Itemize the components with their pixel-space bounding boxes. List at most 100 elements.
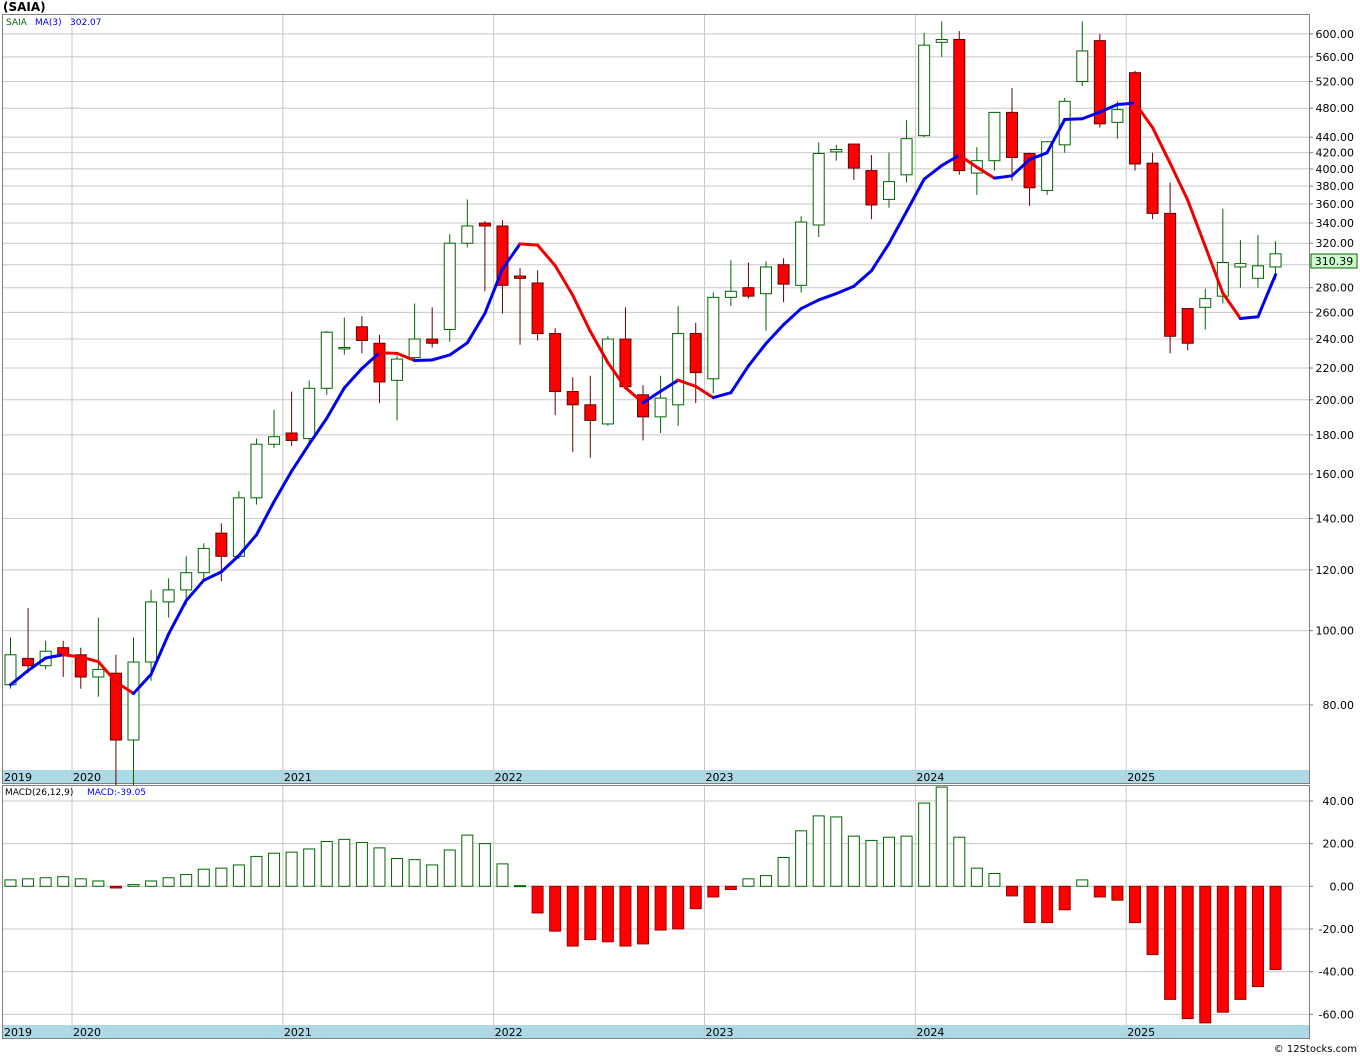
macd-legend-value: MACD:-39.05 (87, 788, 146, 798)
ma-segment (1256, 273, 1278, 319)
macd-bar (514, 885, 527, 888)
candle (408, 303, 421, 363)
ma-segment (1045, 117, 1067, 155)
macd-bar (1111, 885, 1124, 901)
ma-segment (448, 341, 469, 357)
candle (268, 409, 281, 449)
macd-bar (795, 830, 808, 887)
price-tick-label: 420.00 (1316, 147, 1355, 160)
candle (566, 377, 579, 452)
candle (1111, 101, 1124, 139)
macd-bar (1181, 885, 1194, 1020)
macd-bar (197, 868, 210, 887)
ma-segment (852, 269, 873, 288)
price-tick-label: 280.00 (1316, 282, 1355, 295)
ma-line-series (9, 101, 1278, 695)
macd-bar (443, 849, 456, 887)
macd-bar (1076, 879, 1089, 887)
ma-segment (588, 329, 610, 365)
ma-segment (307, 416, 329, 446)
ma-segment (272, 469, 294, 504)
candle-body (812, 152, 825, 226)
candle (355, 316, 368, 354)
candle-body (742, 287, 755, 297)
candle-body (197, 547, 210, 574)
ma-segment (571, 293, 592, 333)
candle-body (408, 338, 421, 359)
candle (812, 142, 825, 238)
ma-segment (9, 669, 30, 687)
candle (654, 375, 667, 434)
candle-body (549, 333, 562, 393)
x-axis-year-label: 2024 (916, 1026, 944, 1039)
ma-segment (782, 307, 803, 327)
ma-segment (342, 366, 364, 390)
candle-body (760, 266, 773, 295)
candle-body (461, 225, 474, 244)
macd-tick-label: 20.00 (1323, 838, 1355, 851)
ma-segment (325, 386, 346, 420)
price-tick-label: 560.00 (1316, 51, 1355, 64)
ma-segment (1133, 101, 1155, 129)
candle (637, 385, 650, 441)
ma-segment (676, 378, 698, 388)
ma-segment (711, 391, 733, 400)
ma-segment (1186, 198, 1207, 248)
candle (162, 578, 175, 618)
price-tick-label: 260.00 (1316, 306, 1355, 319)
candle (514, 268, 527, 345)
ma-segment (1028, 151, 1049, 162)
candle-body (637, 394, 650, 418)
candle (74, 647, 87, 689)
candle (22, 608, 35, 674)
macd-bar (1269, 885, 1282, 971)
ma-segment (1115, 101, 1137, 107)
macd-bar (883, 836, 895, 887)
price-tick-label: 220.00 (1316, 362, 1355, 375)
macd-bar (1234, 885, 1247, 1000)
ma-segment (61, 653, 83, 659)
candle (145, 589, 158, 681)
candle-body (883, 181, 895, 200)
candle-body (1199, 298, 1212, 308)
macd-bar (918, 802, 931, 887)
macd-bar (1128, 885, 1141, 924)
ma-segment (729, 364, 750, 395)
x-axis-year-label: 2025 (1127, 771, 1155, 784)
macd-year-separators (71, 786, 1127, 1038)
ma-segment (500, 242, 522, 271)
macd-bar (1251, 885, 1264, 988)
macd-bar (127, 884, 140, 887)
ma-segment (1203, 244, 1225, 295)
candle-body (303, 387, 316, 440)
candle (795, 216, 808, 293)
ma-segment (395, 351, 417, 363)
candle-body (1164, 212, 1177, 337)
price-tick-label: 160.00 (1316, 468, 1355, 481)
ma-segment (940, 153, 961, 168)
ma-segment (641, 389, 663, 405)
candle (1251, 235, 1264, 288)
candle (883, 152, 895, 208)
candle-body (1146, 162, 1159, 214)
ma-segment (377, 351, 399, 355)
macd-bar (654, 885, 667, 931)
candle (338, 317, 351, 355)
ma-segment (922, 164, 944, 181)
price-tick-label: 340.00 (1316, 217, 1355, 230)
macd-bar (742, 878, 755, 887)
ma-segment (694, 384, 715, 400)
ma-segment (975, 165, 996, 180)
candle (443, 233, 456, 342)
candle-body (935, 38, 948, 43)
ma-segment (149, 632, 171, 676)
candle (285, 391, 298, 447)
candle (1146, 152, 1159, 220)
macd-bar (391, 858, 404, 887)
candle-body (215, 532, 228, 557)
x-axis-year-label: 2024 (916, 771, 944, 784)
candle (777, 258, 790, 303)
macd-x-axis-labels: 2019 2020 2021 2022 2023 2024 2025 (4, 1026, 1155, 1039)
candle (1076, 21, 1089, 87)
